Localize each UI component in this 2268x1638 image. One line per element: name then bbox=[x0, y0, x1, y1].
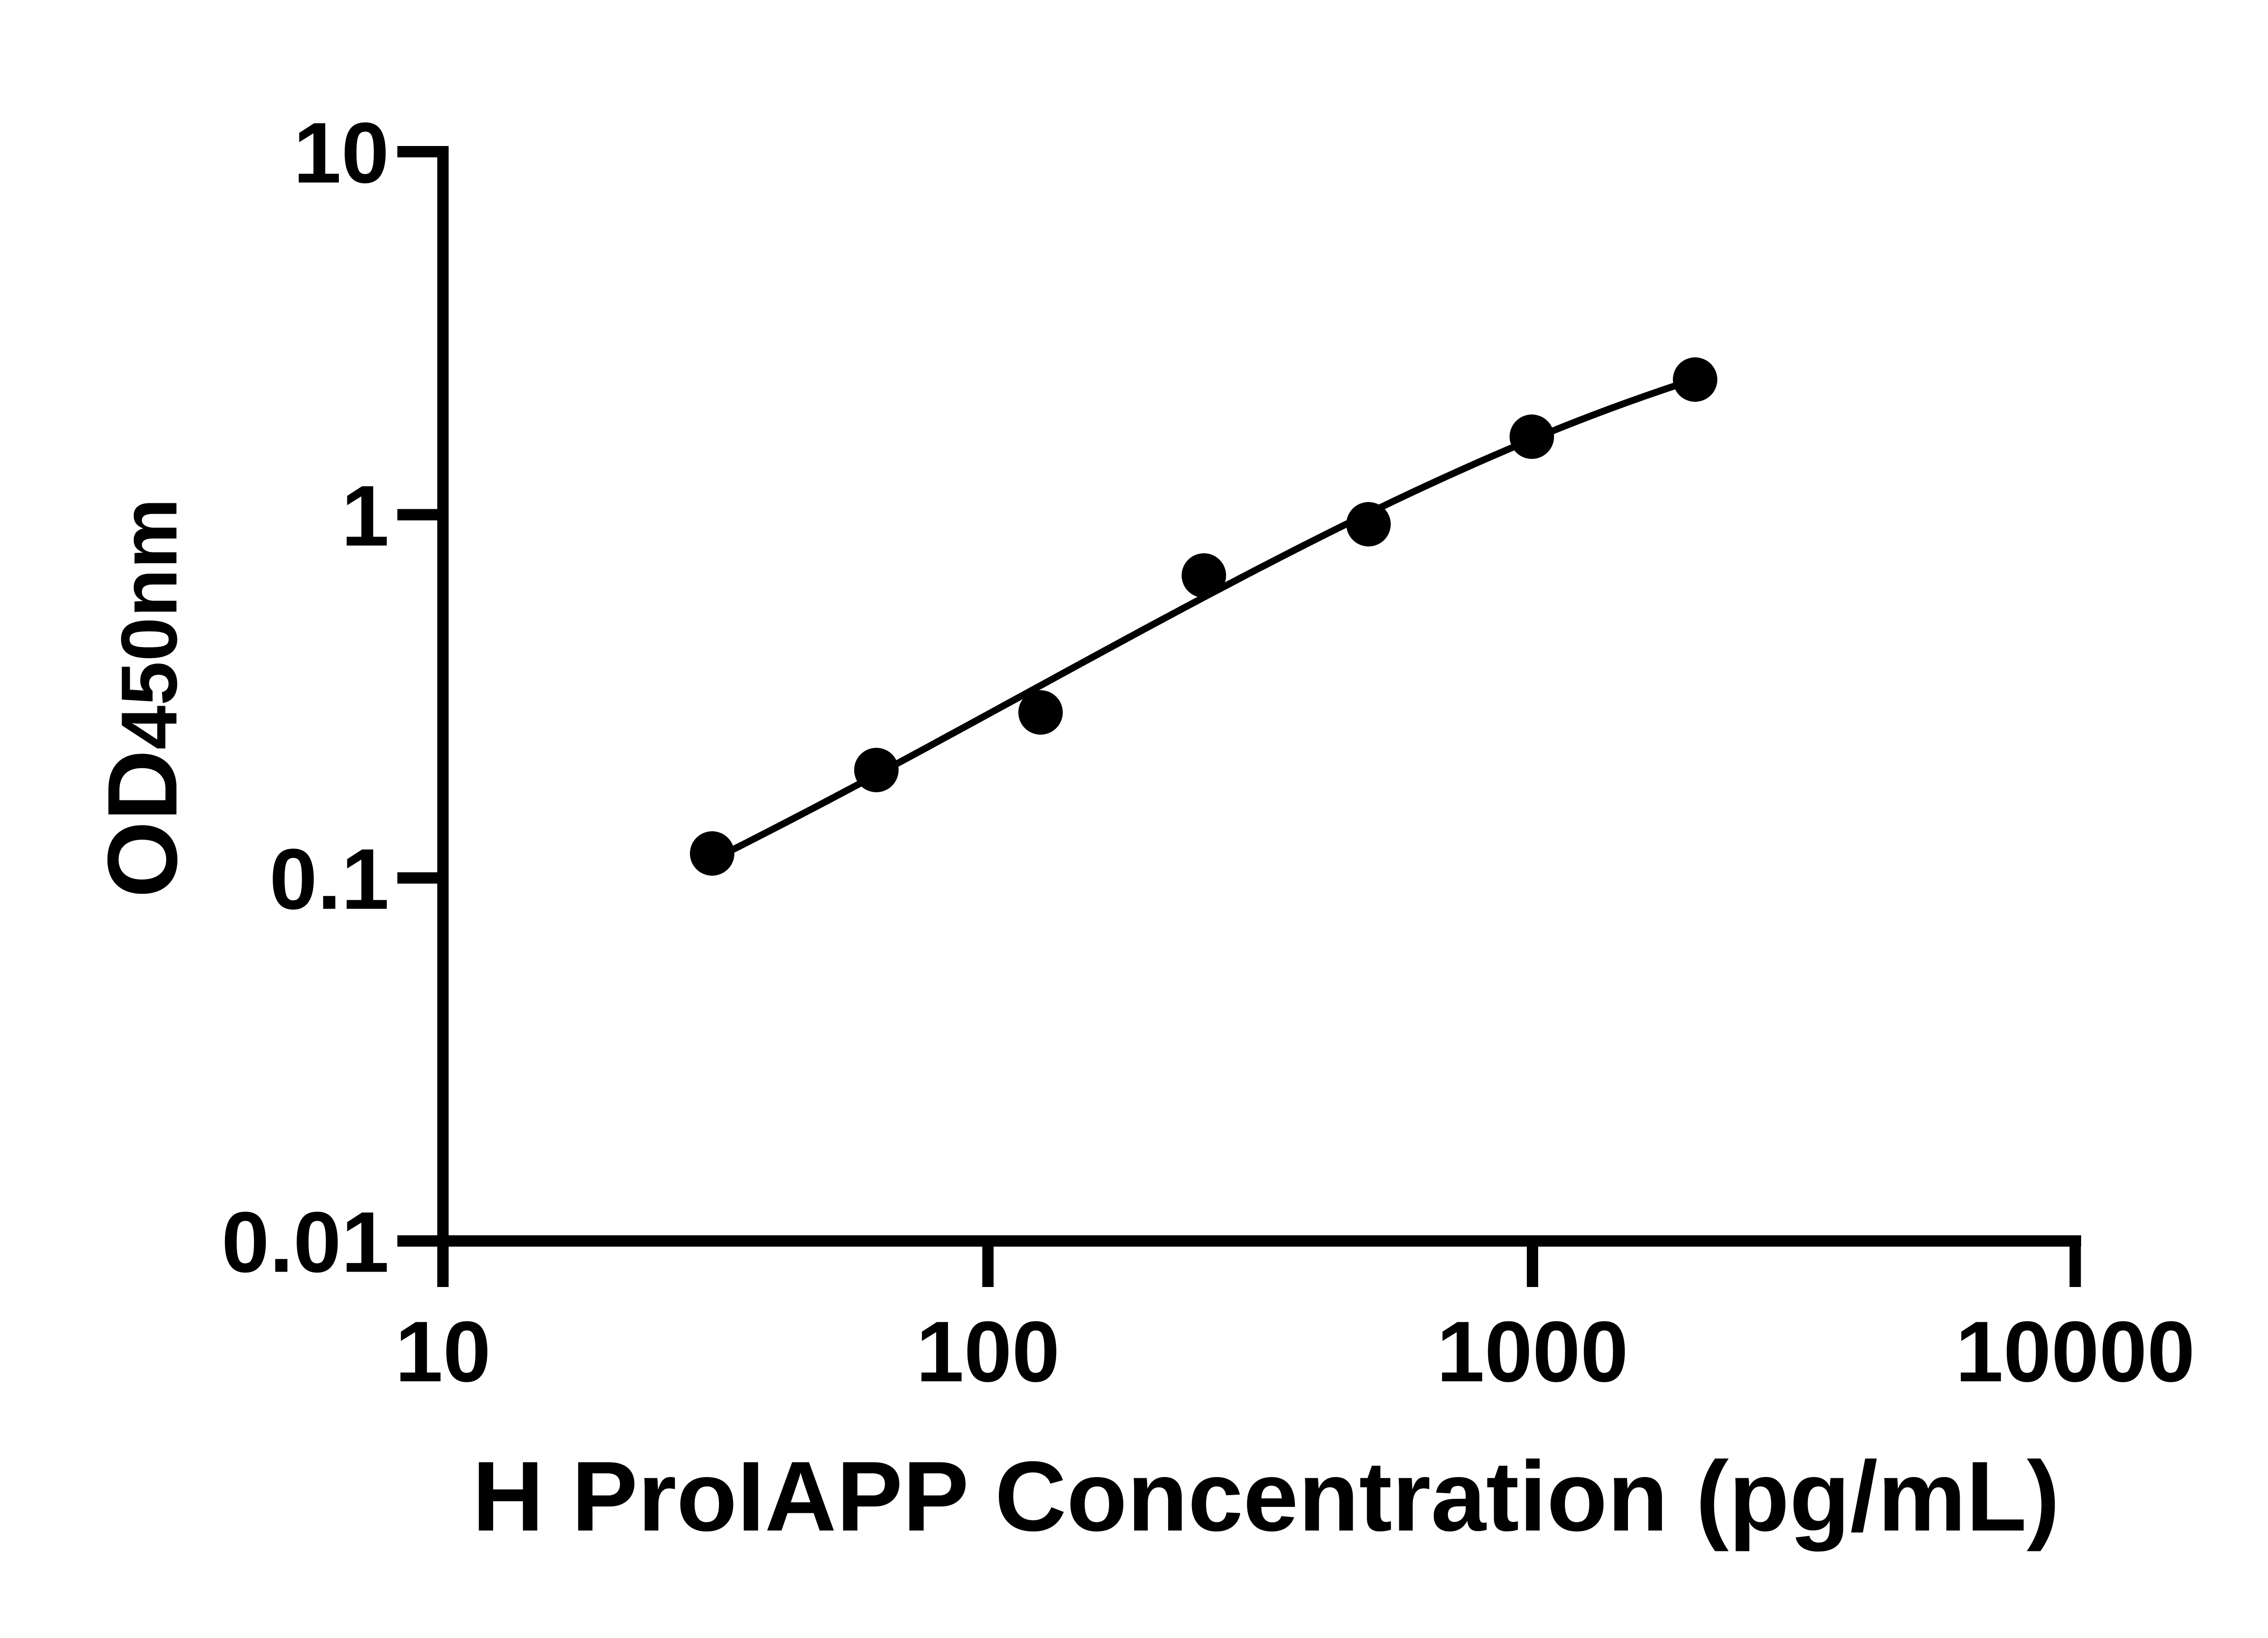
svg-text:100: 100 bbox=[916, 1304, 1060, 1400]
svg-text:10: 10 bbox=[293, 105, 389, 201]
svg-text:10000: 10000 bbox=[1955, 1304, 2195, 1400]
svg-text:0.01: 0.01 bbox=[221, 1194, 389, 1291]
svg-text:OD450nm: OD450nm bbox=[88, 498, 198, 898]
svg-text:10: 10 bbox=[395, 1304, 491, 1400]
svg-text:1000: 1000 bbox=[1437, 1304, 1628, 1400]
svg-text:0.1: 0.1 bbox=[269, 831, 389, 927]
svg-text:1: 1 bbox=[341, 468, 389, 564]
svg-text:H ProIAPP Concentration (pg/mL: H ProIAPP Concentration (pg/mL) bbox=[472, 1441, 2060, 1552]
